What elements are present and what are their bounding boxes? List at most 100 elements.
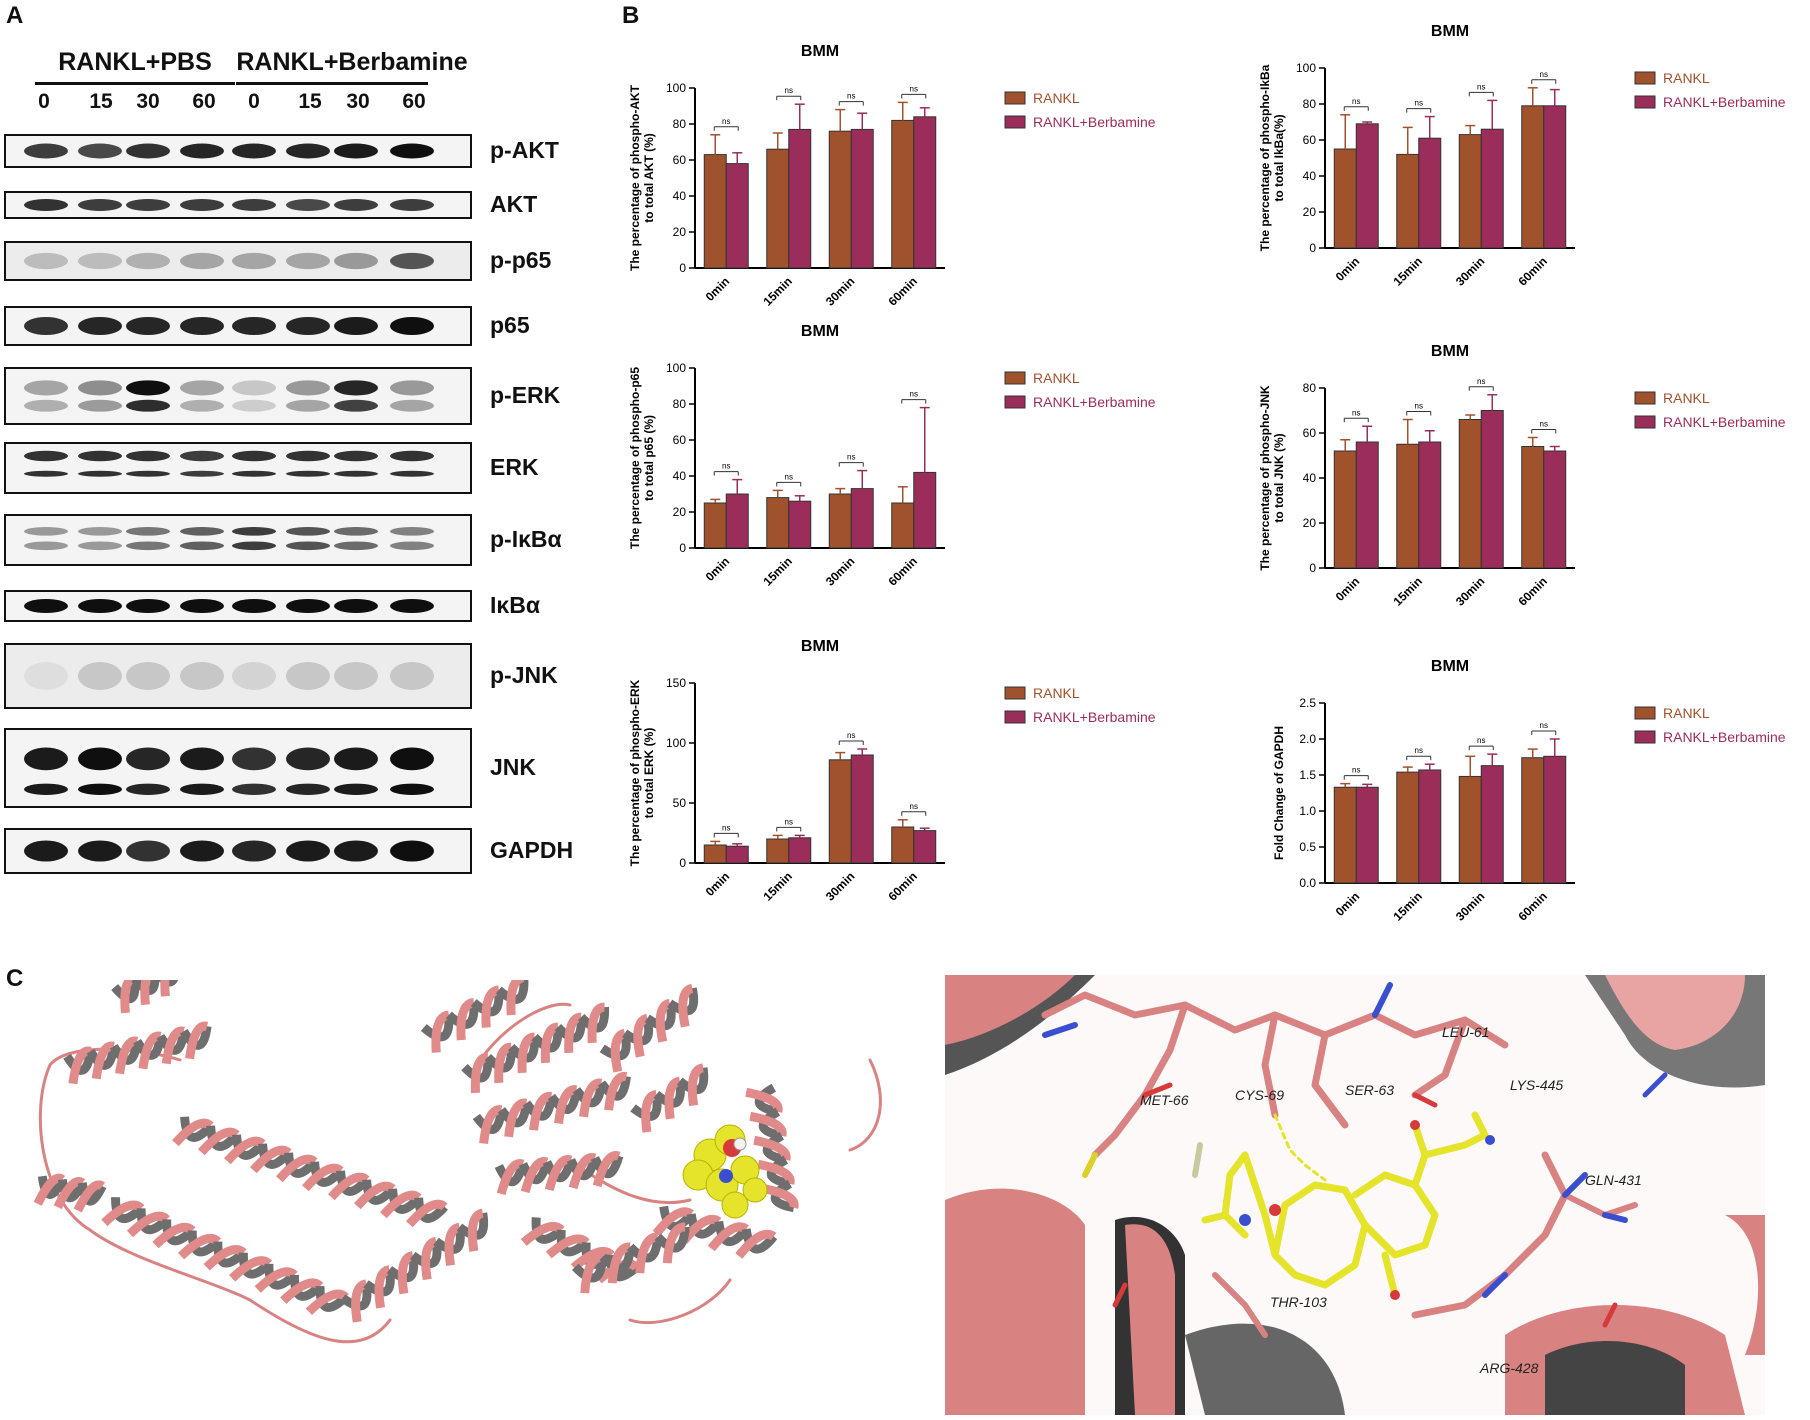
x-tick-label: 0min bbox=[703, 274, 733, 304]
blot-band bbox=[126, 747, 170, 771]
legend-swatch bbox=[1004, 91, 1026, 105]
legend-swatch bbox=[1634, 706, 1656, 720]
blot-band bbox=[286, 840, 330, 862]
blot-band bbox=[334, 143, 378, 159]
blot-band bbox=[180, 599, 224, 613]
blot-strip bbox=[4, 643, 472, 709]
bar bbox=[703, 844, 727, 864]
time-label: 60 bbox=[402, 90, 426, 113]
blot-band bbox=[24, 840, 68, 862]
bar bbox=[766, 838, 790, 864]
bar-chart: BMM 0 20 40 60 80 100 The percentage of phospho… bbox=[1255, 20, 1810, 295]
x-tick-label: 60min bbox=[885, 274, 919, 308]
y-tick-label: 100 bbox=[666, 81, 686, 95]
bar bbox=[1458, 419, 1482, 569]
significance-label: ns bbox=[847, 731, 855, 740]
bar bbox=[1480, 128, 1504, 249]
blot-band bbox=[126, 783, 170, 795]
legend-swatch bbox=[1004, 395, 1026, 409]
blot-band bbox=[24, 399, 68, 412]
x-tick-label: 30min bbox=[1453, 889, 1487, 923]
y-tick-label: 80 bbox=[673, 397, 687, 411]
x-tick-label: 60min bbox=[885, 554, 919, 588]
blot-band bbox=[126, 541, 170, 551]
blot-band bbox=[232, 199, 276, 211]
bar-chart: BMM 0.0 0.5 1.0 1.5 2.0 2.5 Fold Change of GAPD… bbox=[1255, 655, 1810, 930]
significance-label: ns bbox=[1540, 70, 1548, 79]
blot-band bbox=[390, 840, 434, 862]
y-tick-label: 0.5 bbox=[1299, 840, 1316, 854]
blot-band bbox=[334, 527, 378, 536]
blot-band bbox=[126, 317, 170, 335]
residue-label: LEU-61 bbox=[1442, 1024, 1489, 1040]
blot-band bbox=[24, 317, 68, 335]
x-tick-label: 30min bbox=[1453, 254, 1487, 288]
y-tick-label: 20 bbox=[673, 225, 687, 239]
bar bbox=[1543, 450, 1567, 569]
significance-label: ns bbox=[1477, 377, 1485, 386]
bar bbox=[1521, 757, 1545, 884]
bar bbox=[1396, 443, 1420, 569]
blot-band bbox=[126, 662, 170, 690]
blot-band bbox=[232, 380, 276, 396]
legend-label: RANKL+Berbamine bbox=[1033, 114, 1156, 130]
bar bbox=[828, 493, 852, 549]
bar bbox=[1355, 786, 1379, 884]
y-axis-label-line: The percentage of phospho-IkBa bbox=[1258, 64, 1272, 251]
bar-chart: BMM 0 20 40 60 80 100 The percentage of phospho… bbox=[625, 40, 1185, 315]
x-tick-label: 0min bbox=[1333, 574, 1363, 604]
time-label: 30 bbox=[346, 90, 370, 113]
blot-band bbox=[24, 470, 68, 477]
blot-band bbox=[286, 527, 330, 536]
blot-band bbox=[180, 143, 224, 159]
bar bbox=[850, 488, 874, 549]
blot-band bbox=[390, 527, 434, 536]
significance-label: ns bbox=[1352, 97, 1360, 106]
x-tick-label: 60min bbox=[1515, 254, 1549, 288]
blot-band bbox=[180, 380, 224, 396]
protein-structure-image bbox=[10, 980, 900, 1410]
legend-label: RANKL+Berbamine bbox=[1663, 414, 1786, 430]
blot-band bbox=[78, 747, 122, 771]
blot-label: p-ERK bbox=[490, 382, 561, 408]
blot-band bbox=[286, 662, 330, 690]
bar bbox=[703, 502, 727, 549]
blot-band bbox=[24, 783, 68, 795]
blot-band bbox=[334, 662, 378, 690]
bar bbox=[1418, 137, 1442, 249]
chart-title: BMM bbox=[1431, 23, 1469, 40]
y-tick-label: 40 bbox=[673, 189, 687, 203]
legend-swatch bbox=[1004, 371, 1026, 385]
bar-chart: BMM 0 50 100 150 The percentage of phospho-ER… bbox=[625, 635, 1185, 910]
blot-band bbox=[286, 541, 330, 551]
residue-label: SER-63 bbox=[1345, 1082, 1394, 1098]
y-axis-label-line: to total AKT (%) bbox=[642, 133, 656, 223]
blot-band bbox=[78, 199, 122, 211]
significance-label: ns bbox=[1540, 420, 1548, 429]
x-tick-label: 0min bbox=[1333, 254, 1363, 284]
ligand-spheres bbox=[682, 1124, 768, 1219]
blot-band bbox=[334, 252, 378, 270]
legend-label: RANKL+Berbamine bbox=[1663, 729, 1786, 745]
blot-label: JNK bbox=[490, 754, 537, 780]
y-axis-label-line: The percentage of phospho-p65 bbox=[628, 367, 642, 549]
y-tick-label: 40 bbox=[1303, 471, 1317, 485]
blot-label: ERK bbox=[490, 454, 539, 480]
blot-band bbox=[24, 380, 68, 396]
blot-band bbox=[78, 317, 122, 335]
legend-label: RANKL bbox=[1033, 685, 1080, 701]
bar bbox=[1333, 786, 1357, 884]
y-tick-label: 80 bbox=[673, 117, 687, 131]
y-axis-label-line: to total IkBa(%) bbox=[1272, 114, 1286, 201]
legend-swatch bbox=[1004, 115, 1026, 129]
chart-title: BMM bbox=[1431, 658, 1469, 675]
blot-band bbox=[24, 541, 68, 551]
legend-swatch bbox=[1634, 415, 1656, 429]
blot-band bbox=[78, 599, 122, 613]
blot-band bbox=[180, 541, 224, 551]
significance-label: ns bbox=[910, 84, 918, 93]
blot-band bbox=[24, 450, 68, 462]
y-tick-label: 2.0 bbox=[1299, 732, 1316, 746]
bar bbox=[725, 163, 749, 269]
blot-band bbox=[334, 747, 378, 771]
